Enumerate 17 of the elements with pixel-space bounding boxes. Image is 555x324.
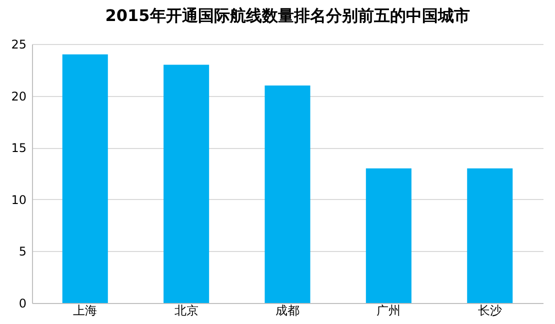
bar <box>366 168 412 303</box>
x-tick-label: 广州 <box>376 304 401 318</box>
bar <box>164 64 210 303</box>
y-tick-label: 10 <box>11 192 26 207</box>
x-tick-label: 成都 <box>276 304 300 318</box>
y-tick-label: 15 <box>11 141 26 156</box>
bar <box>264 85 310 303</box>
x-tick-label: 上海 <box>73 304 98 318</box>
y-tick-label: 5 <box>18 244 26 259</box>
chart-title: 2015年开通国际航线数量排名分别前五的中国城市 <box>105 6 470 25</box>
bar <box>62 54 108 303</box>
y-tick-label: 20 <box>11 89 26 104</box>
bar <box>467 168 513 303</box>
y-tick-label: 0 <box>18 296 26 310</box>
y-tick-label: 25 <box>11 38 26 52</box>
x-tick-label: 长沙 <box>478 304 502 318</box>
x-tick-label: 北京 <box>174 304 198 318</box>
